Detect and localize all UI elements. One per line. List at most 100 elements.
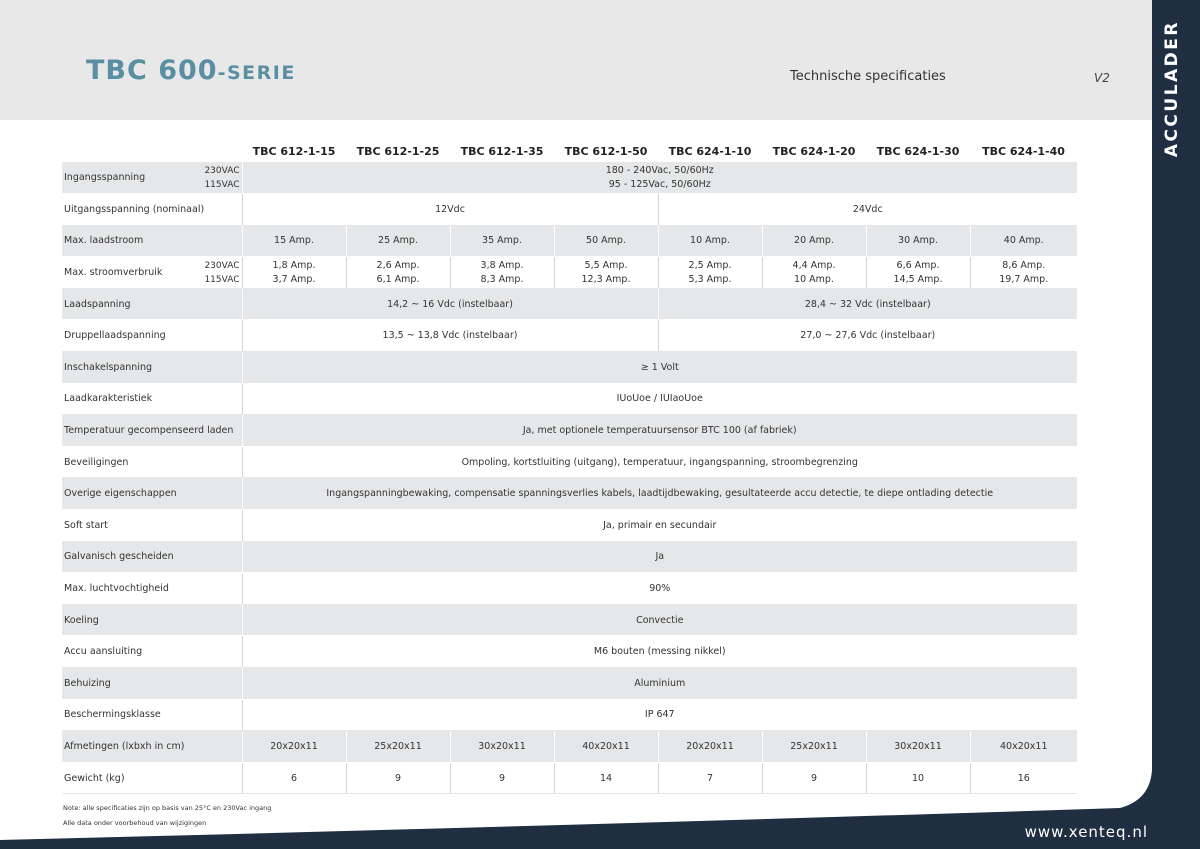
table-row: Beschermingsklasse IP 647: [62, 699, 1077, 732]
model-header: TBC 612-1-25: [356, 145, 440, 158]
row-value: Ompoling, kortstluiting (uitgang), tempe…: [241, 446, 1077, 479]
cell-value: 15 Amp.: [241, 225, 346, 258]
row-value: Ja, met optionele temperatuursensor BTC …: [241, 414, 1077, 447]
cell-value: 40 Amp.: [969, 225, 1077, 258]
row-label: Soft start: [62, 509, 242, 542]
spec-table: TBC 612-1-15 TBC 612-1-25 TBC 612-1-35 T…: [62, 141, 1077, 795]
cell-value: 8,6 Amp. 19,7 Amp.: [969, 256, 1077, 289]
row-value: 180 - 240Vac, 50/60Hz 95 - 125Vac, 50/60…: [241, 162, 1077, 195]
side-tab: [1152, 0, 1200, 849]
cell-value: 40x20x11: [553, 730, 658, 763]
cell-value: 2,6 Amp. 6,1 Amp.: [345, 256, 450, 289]
cell-value: 20x20x11: [241, 730, 346, 763]
table-row: Afmetingen (lxbxh in cm) 20x20x11 25x20x…: [62, 730, 1077, 763]
row-label: Beschermingsklasse: [62, 699, 242, 732]
row-label: Koeling: [62, 604, 242, 637]
model-header: TBC 624-1-30: [876, 145, 960, 158]
row-label: Uitgangsspanning (nominaal): [62, 193, 242, 226]
model-header: TBC 624-1-10: [668, 145, 752, 158]
version-label: V2: [1094, 71, 1110, 85]
row-label: Gewicht (kg): [62, 762, 242, 795]
row-value-12v: 14,2 ~ 16 Vdc (instelbaar): [241, 288, 658, 321]
header-empty: [62, 141, 242, 162]
table-row: Max. luchtvochtigheid 90%: [62, 572, 1077, 605]
model-header: TBC 612-1-15: [252, 145, 336, 158]
cell-value: 14: [553, 762, 658, 795]
cell-value: 30 Amp.: [865, 225, 970, 258]
cell-value: 35 Amp.: [449, 225, 554, 258]
row-value: 90%: [241, 572, 1077, 605]
row-value-24v: 27,0 ~ 27,6 Vdc (instelbaar): [657, 319, 1077, 353]
cell-value: 9: [345, 762, 450, 795]
table-row: Koeling Convectie: [62, 604, 1077, 637]
footnote: Alle data onder voorbehoud van wijziging…: [63, 819, 207, 827]
footnotes: Note: alle specificaties zijn op basis v…: [63, 801, 271, 831]
row-sublabels: 230VAC 115VAC: [198, 256, 242, 289]
table-row: Accu aansluiting M6 bouten (messing nikk…: [62, 635, 1077, 668]
cell-value: 5,5 Amp. 12,3 Amp.: [553, 256, 658, 289]
table-row: Laadspanning 14,2 ~ 16 Vdc (instelbaar) …: [62, 288, 1077, 321]
row-label: Temperatuur gecompenseerd laden: [62, 414, 242, 447]
row-label: Beveiligingen: [62, 446, 242, 479]
title-main-text: TBC 600: [86, 55, 218, 86]
row-value: IP 647: [241, 699, 1077, 732]
cell-value: 25x20x11: [761, 730, 866, 763]
row-value: Ja: [241, 541, 1077, 574]
row-value: Convectie: [241, 604, 1077, 637]
row-label: Galvanisch gescheiden: [62, 541, 242, 574]
row-label: Max. laadstroom: [62, 225, 242, 258]
title-suffix-text: -SERIE: [217, 62, 296, 84]
row-label: Max. stroomverbruik: [62, 256, 198, 289]
cell-value: 1,8 Amp. 3,7 Amp.: [241, 256, 346, 289]
cell-value: 25x20x11: [345, 730, 450, 763]
row-value-12v: 13,5 ~ 13,8 Vdc (instelbaar): [241, 319, 658, 353]
website-link[interactable]: www.xenteq.nl: [1024, 823, 1148, 841]
cell-value: 9: [761, 762, 866, 795]
table-row: Behuizing Aluminium: [62, 667, 1077, 700]
row-label: Overige eigenschappen: [62, 477, 242, 511]
table-row: Overige eigenschappen Ingangspanningbewa…: [62, 477, 1077, 511]
page-title: TBC 600-SERIE: [86, 55, 296, 86]
row-label: Behuizing: [62, 667, 242, 700]
table-row: Galvanisch gescheiden Ja: [62, 541, 1077, 574]
row-value-12v: 12Vdc: [241, 193, 658, 226]
side-tab-label: ACCULADER: [1162, 20, 1182, 158]
row-value-24v: 24Vdc: [657, 193, 1077, 226]
cell-value: 40x20x11: [969, 730, 1077, 763]
row-label: Max. luchtvochtigheid: [62, 572, 242, 605]
table-row: Temperatuur gecompenseerd laden Ja, met …: [62, 414, 1077, 447]
cell-value: 3,8 Amp. 8,3 Amp.: [449, 256, 554, 289]
cell-value: 2,5 Amp. 5,3 Amp.: [657, 256, 762, 289]
row-label: Inschakelspanning: [62, 351, 242, 384]
bottom-swoosh: [0, 770, 1200, 849]
model-header: TBC 612-1-50: [564, 145, 648, 158]
footnote: Note: alle specificaties zijn op basis v…: [63, 804, 272, 812]
cell-value: 6,6 Amp. 14,5 Amp.: [865, 256, 970, 289]
table-row: Max. laadstroom 15 Amp. 25 Amp. 35 Amp. …: [62, 225, 1077, 258]
row-label: Laadkarakteristiek: [62, 383, 242, 416]
cell-value: 30x20x11: [449, 730, 554, 763]
table-row: Uitgangsspanning (nominaal) 12Vdc 24Vdc: [62, 193, 1077, 226]
table-row: Soft start Ja, primair en secundair: [62, 509, 1077, 542]
cell-value: 7: [657, 762, 762, 795]
cell-value: 30x20x11: [865, 730, 970, 763]
cell-value: 9: [449, 762, 554, 795]
cell-value: 10: [865, 762, 970, 795]
row-value: Ja, primair en secundair: [241, 509, 1077, 542]
model-header: TBC 612-1-35: [460, 145, 544, 158]
cell-value: 6: [241, 762, 346, 795]
row-value: Ingangspanningbewaking, compensatie span…: [241, 477, 1077, 511]
table-row: Ingangsspanning 230VAC 115VAC 180 - 240V…: [62, 162, 1077, 195]
row-label: Druppellaadspanning: [62, 319, 242, 353]
table-header-row: TBC 612-1-15 TBC 612-1-25 TBC 612-1-35 T…: [62, 141, 1077, 162]
cell-value: 20 Amp.: [761, 225, 866, 258]
row-label: Accu aansluiting: [62, 635, 242, 668]
cell-value: 25 Amp.: [345, 225, 450, 258]
cell-value: 50 Amp.: [553, 225, 658, 258]
row-value: M6 bouten (messing nikkel): [241, 635, 1077, 668]
table-row: Druppellaadspanning 13,5 ~ 13,8 Vdc (ins…: [62, 319, 1077, 353]
cell-value: 10 Amp.: [657, 225, 762, 258]
header-band: [0, 0, 1152, 120]
page-subtitle: Technische specificaties: [790, 69, 946, 84]
table-row: Beveiligingen Ompoling, kortstluiting (u…: [62, 446, 1077, 479]
